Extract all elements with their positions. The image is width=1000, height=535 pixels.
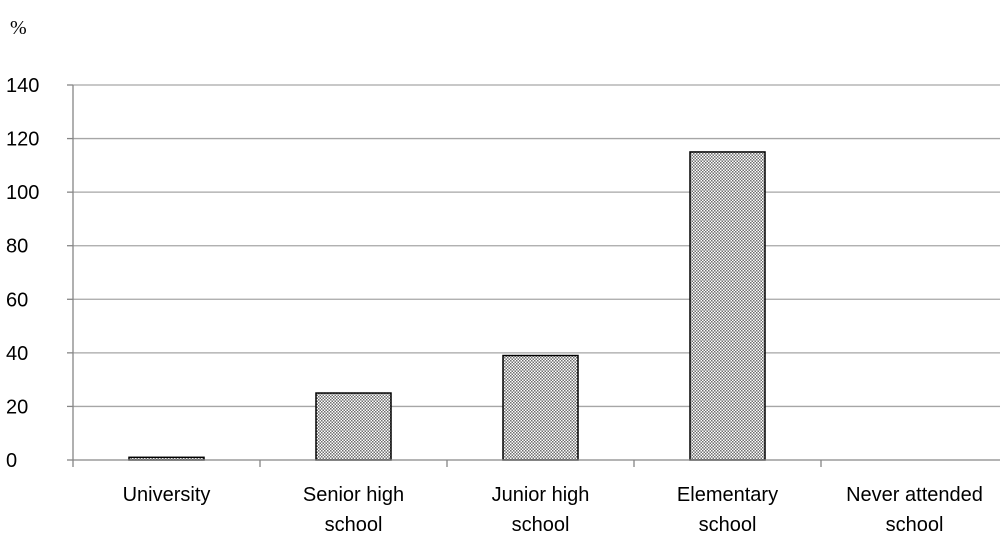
y-unit-label: % (10, 17, 27, 39)
y-tick-label: 140 (6, 75, 39, 97)
axes (67, 84, 1000, 467)
x-category-label: Elementary school (677, 484, 778, 535)
x-category-label: Never attended school (846, 484, 983, 535)
y-tick-label: 0 (6, 450, 17, 472)
y-tick-label: 100 (6, 182, 39, 204)
x-category-labels: University Senior high school Junior high sc… (123, 484, 983, 535)
bar (689, 151, 766, 461)
y-tick-label: 120 (6, 129, 39, 151)
y-tick-labels: 0 20 40 60 80 100 120 140 (6, 75, 39, 472)
y-tick-label: 60 (6, 289, 28, 311)
gridlines (73, 84, 1000, 408)
bar (502, 354, 579, 461)
y-tick-label: 80 (6, 236, 28, 258)
x-category-label: University (123, 484, 211, 506)
bar (315, 392, 392, 461)
y-tick-label: 20 (6, 396, 28, 418)
x-category-label: Junior high school (492, 484, 590, 535)
x-category-label: Senior high school (303, 484, 404, 535)
y-tick-label: 40 (6, 343, 28, 365)
bars (128, 151, 766, 461)
